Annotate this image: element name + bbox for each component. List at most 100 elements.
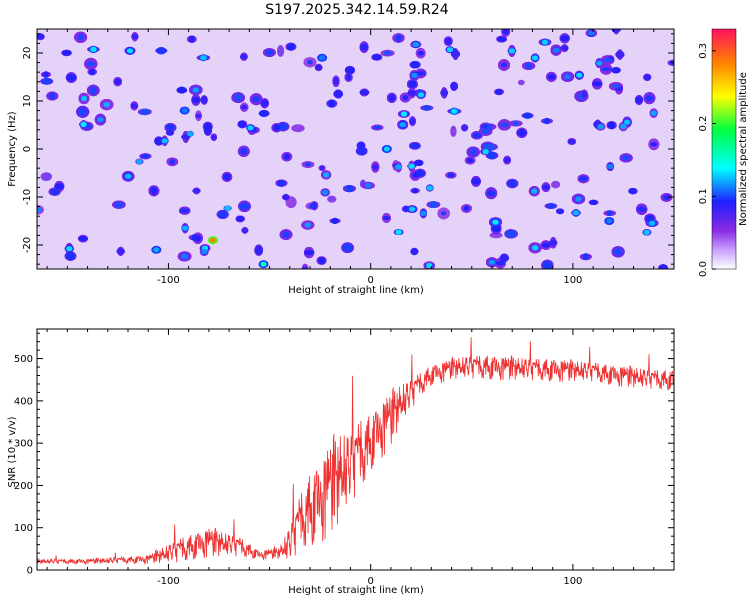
heatmap-blob bbox=[224, 205, 231, 211]
heatmap-blob bbox=[658, 264, 668, 269]
heatmap-blob bbox=[581, 91, 587, 98]
heatmap-blob bbox=[417, 92, 425, 98]
heatmap-blob bbox=[551, 180, 561, 189]
heatmap-blob bbox=[318, 257, 325, 264]
heatmap-blob bbox=[420, 210, 427, 216]
heatmap-blob bbox=[531, 55, 539, 61]
heatmap-blob bbox=[291, 124, 305, 133]
heatmap-blob bbox=[516, 130, 527, 136]
heatmap-blob bbox=[470, 148, 476, 156]
heatmap-hotspot bbox=[181, 108, 188, 114]
heatmap-blob bbox=[166, 124, 175, 131]
heatmap-blob bbox=[179, 208, 190, 213]
heatmap-blob bbox=[628, 187, 638, 195]
heatmap-blob bbox=[422, 105, 431, 111]
heatmap-y-axis-label: Frequency (Hz) bbox=[7, 111, 18, 187]
heatmap-blob bbox=[643, 229, 651, 235]
heatmap-blob bbox=[601, 67, 611, 72]
heatmap-blob bbox=[575, 196, 582, 202]
heatmap-blob bbox=[356, 141, 366, 150]
heatmap-blob bbox=[126, 48, 134, 54]
heatmap-blob bbox=[499, 254, 510, 262]
heatmap-blob bbox=[241, 227, 249, 234]
heatmap-blob bbox=[572, 210, 580, 216]
heatmap-blob bbox=[277, 45, 285, 57]
colorbar-gradient bbox=[712, 29, 736, 269]
heatmap-blob bbox=[188, 35, 195, 43]
heatmap-blob bbox=[411, 72, 418, 78]
heatmap-blob bbox=[309, 203, 315, 209]
heatmap-blob bbox=[345, 74, 352, 81]
heatmap-blob bbox=[463, 205, 470, 211]
heatmap-blob bbox=[441, 211, 447, 216]
heatmap-blob bbox=[410, 61, 420, 69]
heatmap-blob bbox=[277, 180, 286, 187]
heatmap-blob bbox=[90, 46, 97, 53]
heatmap-blob bbox=[191, 234, 197, 241]
heatmap-background bbox=[37, 29, 674, 269]
heatmap-blob bbox=[450, 50, 461, 59]
heatmap-blob bbox=[192, 188, 201, 194]
heatmap-blob bbox=[66, 74, 77, 81]
heatmap-blob bbox=[136, 159, 143, 165]
y-tick-label: 20 bbox=[22, 47, 33, 60]
heatmap-blob bbox=[66, 246, 73, 252]
heatmap-blob bbox=[635, 96, 643, 104]
x-tick-label: -100 bbox=[157, 576, 180, 587]
heatmap-blob bbox=[239, 54, 248, 60]
heatmap-blob bbox=[304, 162, 312, 167]
heatmap-blob bbox=[322, 189, 329, 195]
heatmap-blob bbox=[645, 95, 654, 102]
heatmap-blob bbox=[333, 90, 344, 98]
y-tick-label: -10 bbox=[22, 189, 33, 205]
y-tick-label: 200 bbox=[14, 481, 33, 492]
heatmap-blob bbox=[359, 89, 370, 95]
heatmap-blob bbox=[412, 172, 419, 178]
heatmap-blob bbox=[461, 124, 469, 132]
heatmap-hotspot bbox=[606, 218, 613, 224]
heatmap-blob bbox=[364, 182, 372, 189]
heatmap-blob bbox=[620, 123, 627, 130]
heatmap-blob bbox=[273, 124, 280, 132]
heatmap-hotspot bbox=[383, 146, 390, 152]
heatmap-blob bbox=[89, 68, 96, 75]
heatmap-hotspot bbox=[153, 247, 160, 253]
heatmap-blob bbox=[181, 253, 188, 259]
heatmap-blob bbox=[486, 143, 495, 151]
heatmap-blob bbox=[114, 78, 121, 85]
x-tick-label: 100 bbox=[563, 275, 582, 286]
heatmap-blob bbox=[307, 60, 313, 65]
heatmap-blob bbox=[319, 165, 325, 171]
heatmap-blob bbox=[496, 260, 505, 266]
snr-y-axis-label: SNR (10 * v/v) bbox=[7, 416, 18, 487]
heatmap-blob bbox=[650, 110, 657, 116]
heatmap-blob bbox=[525, 62, 532, 69]
heatmap-blob bbox=[487, 151, 497, 160]
heatmap-blob bbox=[260, 99, 269, 107]
snr-frame bbox=[36, 328, 675, 571]
heatmap-blob bbox=[416, 71, 426, 76]
heatmap-blob bbox=[417, 50, 424, 56]
heatmap-blob bbox=[161, 138, 168, 144]
heatmap-blob bbox=[223, 173, 231, 181]
heatmap-blob bbox=[328, 99, 336, 108]
heatmap-blob bbox=[542, 184, 550, 190]
heatmap-blob bbox=[426, 263, 433, 269]
colorbar-tick-label: 0.2 bbox=[698, 116, 709, 132]
heatmap-blob bbox=[252, 96, 260, 103]
heatmap-blob bbox=[450, 125, 457, 137]
heatmap-blob bbox=[623, 119, 631, 125]
heatmap-blob bbox=[372, 54, 382, 60]
heatmap-blob bbox=[648, 220, 656, 226]
heatmap-blob bbox=[192, 96, 200, 104]
heatmap-blob bbox=[564, 74, 571, 80]
heatmap-blob bbox=[395, 164, 402, 170]
heatmap-blob bbox=[402, 95, 408, 101]
heatmap-blob bbox=[114, 201, 123, 208]
heatmap-blob bbox=[372, 164, 379, 170]
snr-line bbox=[37, 337, 674, 565]
heatmap-blob bbox=[399, 122, 406, 128]
heatmap-blob bbox=[466, 158, 474, 163]
